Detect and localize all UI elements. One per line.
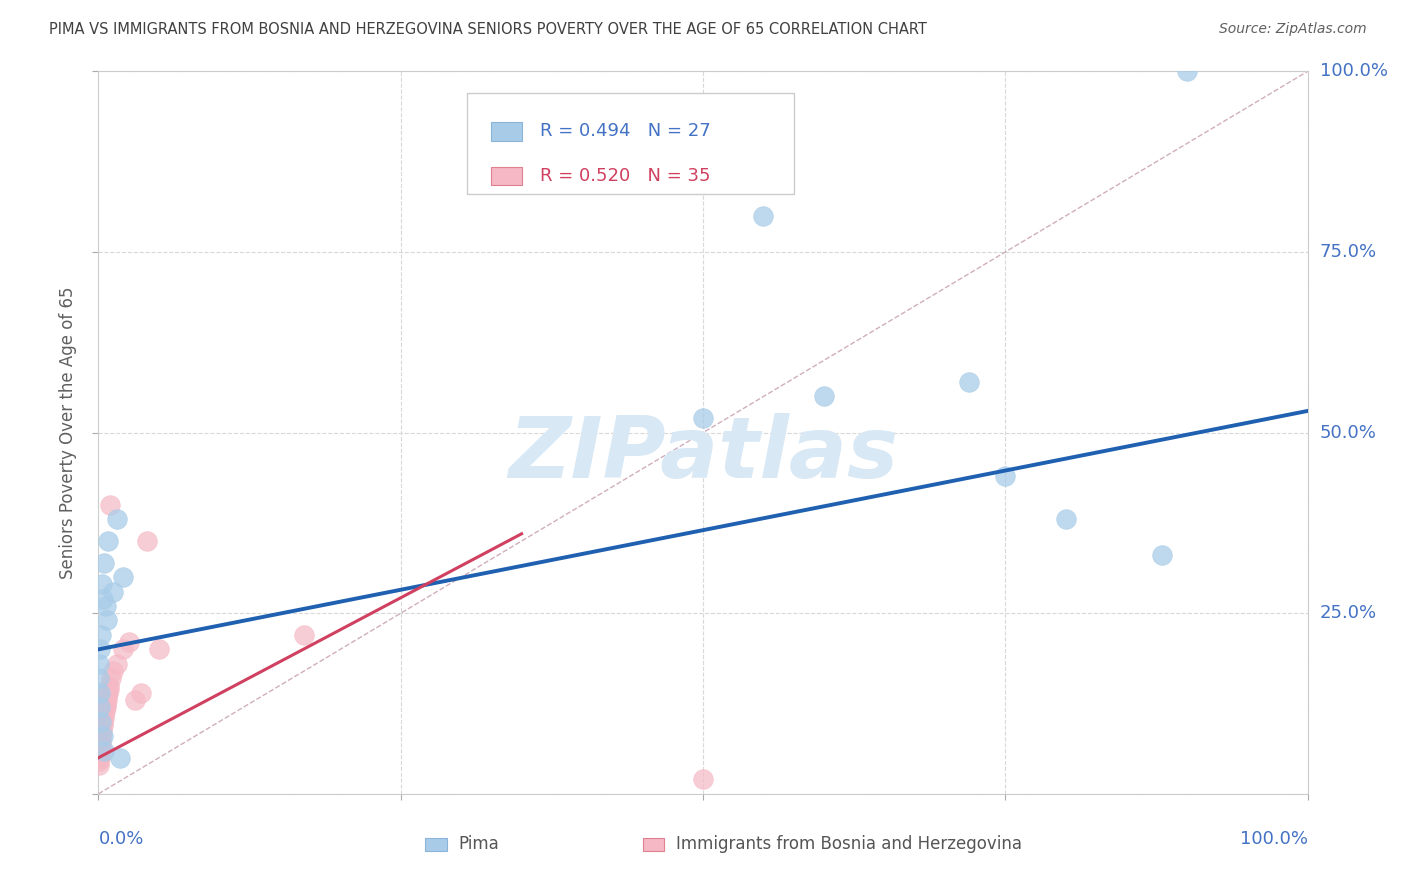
Point [89, 671, 111, 685]
Text: Immigrants from Bosnia and Herzegovina: Immigrants from Bosnia and Herzegovina [676, 836, 1022, 854]
Text: R = 0.494   N = 27: R = 0.494 N = 27 [540, 122, 710, 140]
Text: 100.0%: 100.0% [1240, 830, 1308, 848]
Point [111, 642, 134, 657]
Text: 0.0%: 0.0% [98, 830, 143, 848]
Point [118, 635, 141, 649]
FancyBboxPatch shape [467, 93, 793, 194]
Y-axis label: Seniors Poverty Over the Age of 65: Seniors Poverty Over the Age of 65 [59, 286, 77, 579]
Point [105, 657, 128, 671]
Point [101, 664, 124, 678]
Point [94, 700, 117, 714]
Point [124, 693, 146, 707]
Point [1152, 549, 1174, 563]
Point [89, 642, 111, 657]
Point [87, 657, 110, 671]
Point [135, 533, 157, 548]
Point [94, 704, 117, 718]
Point [87, 758, 110, 772]
Point [90, 739, 112, 754]
Text: ZIPatlas: ZIPatlas [508, 413, 898, 496]
Point [90, 628, 112, 642]
Text: PIMA VS IMMIGRANTS FROM BOSNIA AND HERZEGOVINA SENIORS POVERTY OVER THE AGE OF 6: PIMA VS IMMIGRANTS FROM BOSNIA AND HERZE… [49, 22, 927, 37]
Point [813, 389, 835, 403]
Point [752, 209, 775, 223]
Text: 75.0%: 75.0% [1320, 243, 1376, 261]
Point [100, 671, 122, 685]
Point [90, 725, 112, 739]
Point [98, 498, 121, 512]
Point [957, 375, 980, 389]
Point [97, 682, 120, 697]
Point [90, 729, 112, 743]
Point [91, 718, 114, 732]
FancyBboxPatch shape [492, 167, 522, 185]
Point [98, 678, 121, 692]
Text: R = 0.520   N = 35: R = 0.520 N = 35 [540, 167, 710, 185]
FancyBboxPatch shape [643, 838, 664, 851]
Point [91, 722, 114, 736]
Point [90, 714, 112, 729]
Point [101, 584, 124, 599]
Point [89, 751, 111, 765]
Point [111, 570, 134, 584]
Point [91, 729, 114, 743]
Point [93, 743, 115, 757]
Point [96, 690, 118, 704]
FancyBboxPatch shape [492, 122, 522, 141]
Point [129, 686, 152, 700]
Point [692, 772, 714, 787]
Point [97, 533, 120, 548]
Point [994, 469, 1017, 483]
Point [90, 736, 112, 750]
Point [89, 743, 111, 757]
Point [89, 686, 111, 700]
Point [91, 591, 114, 606]
Point [96, 614, 118, 628]
Point [1175, 64, 1198, 78]
Text: Source: ZipAtlas.com: Source: ZipAtlas.com [1219, 22, 1367, 37]
Point [96, 697, 118, 711]
Point [96, 693, 118, 707]
Point [93, 707, 115, 722]
FancyBboxPatch shape [425, 838, 447, 851]
Point [93, 711, 115, 725]
Point [1054, 512, 1077, 526]
Point [94, 599, 117, 613]
Point [97, 686, 120, 700]
Point [148, 642, 170, 657]
Point [108, 751, 131, 765]
Point [90, 732, 112, 747]
Point [89, 747, 111, 761]
Text: 25.0%: 25.0% [1320, 604, 1376, 623]
Point [91, 577, 114, 591]
Point [89, 755, 111, 769]
Text: 100.0%: 100.0% [1320, 62, 1388, 80]
Text: Pima: Pima [458, 836, 499, 854]
Point [89, 700, 111, 714]
Text: 50.0%: 50.0% [1320, 424, 1376, 442]
Point [93, 556, 115, 570]
Point [91, 714, 114, 729]
Point [292, 628, 315, 642]
Point [105, 512, 128, 526]
Point [692, 411, 714, 425]
